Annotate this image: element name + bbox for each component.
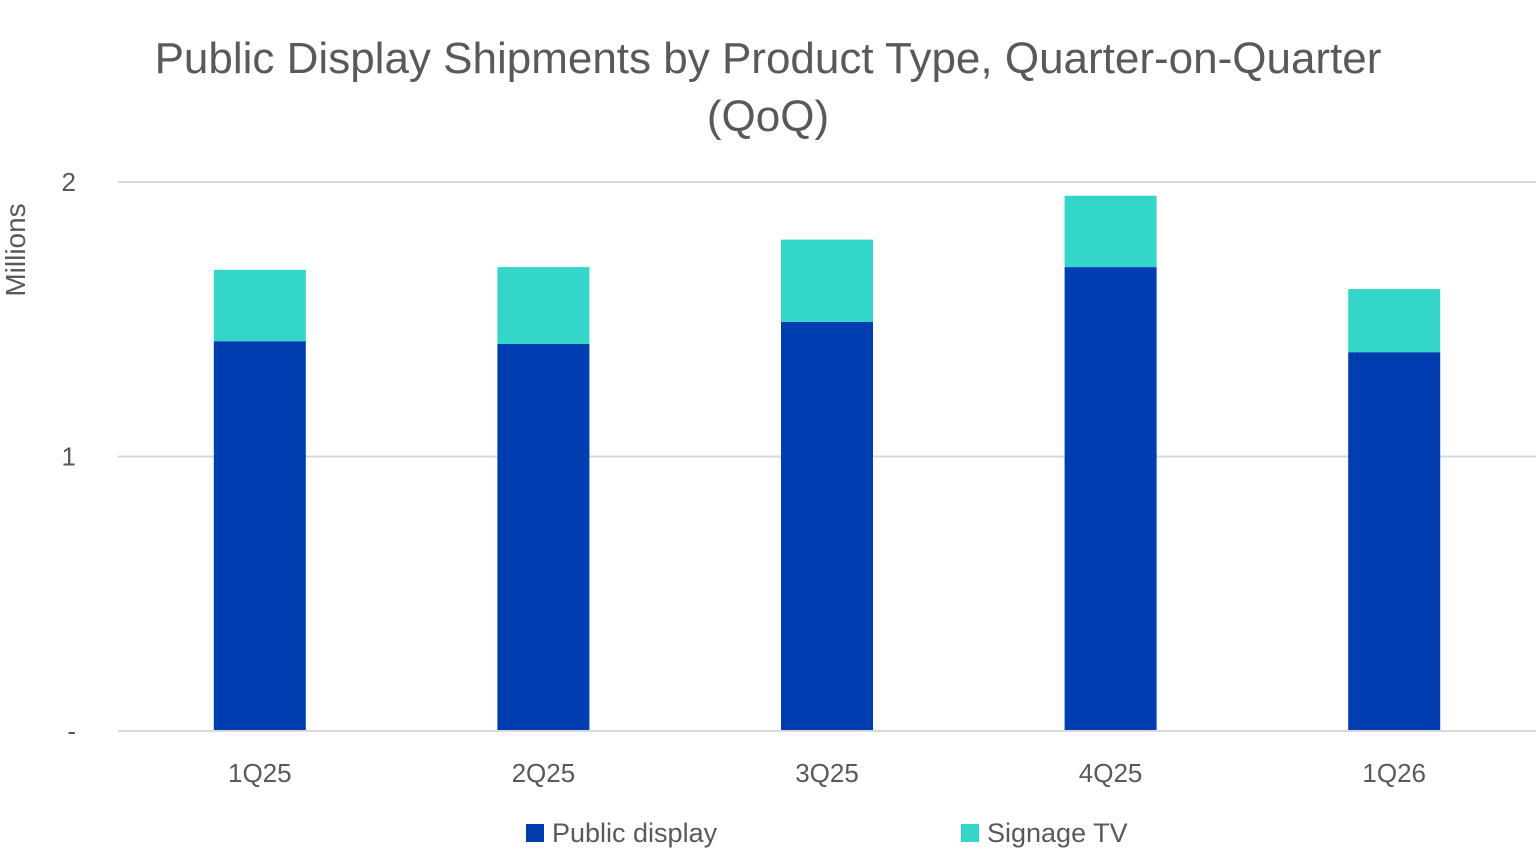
x-tick-label: 2Q25 (512, 758, 576, 788)
x-tick-label: 1Q26 (1362, 758, 1426, 788)
y-tick-label: - (67, 716, 76, 746)
y-tick-label: 2 (62, 167, 76, 197)
bar-signage-tv-1q25 (213, 269, 306, 342)
bar-signage-tv-4q25 (1064, 195, 1157, 268)
axes: - 1 2 Millions 1Q25 2Q25 3Q25 4Q25 1Q26 (0, 167, 1536, 788)
bars (213, 195, 1441, 731)
bar-public-display-1q26 (1348, 352, 1441, 731)
legend: Public display Signage TV (526, 818, 1128, 848)
legend-swatch-signage-tv (961, 824, 979, 842)
bar-public-display-1q25 (213, 341, 306, 731)
bar-signage-tv-2q25 (497, 267, 590, 344)
bar-public-display-4q25 (1064, 267, 1157, 731)
bar-public-display-3q25 (781, 321, 873, 731)
chart-title-line-1: Public Display Shipments by Product Type… (154, 34, 1382, 83)
y-axis-title: Millions (0, 203, 31, 296)
bar-public-display-2q25 (497, 343, 590, 731)
legend-label: Public display (552, 818, 718, 848)
bar-signage-tv-1q26 (1348, 289, 1441, 353)
x-tick-label: 4Q25 (1079, 758, 1143, 788)
y-tick-label: 1 (62, 442, 76, 472)
legend-label: Signage TV (987, 818, 1128, 848)
legend-swatch-public-display (526, 824, 544, 842)
chart-title: Public Display Shipments by Product Type… (0, 30, 1536, 146)
x-tick-label: 1Q25 (228, 758, 292, 788)
bar-signage-tv-3q25 (781, 239, 873, 322)
chart-title-line-2: (QoQ) (706, 92, 830, 141)
x-tick-label: 3Q25 (795, 758, 859, 788)
